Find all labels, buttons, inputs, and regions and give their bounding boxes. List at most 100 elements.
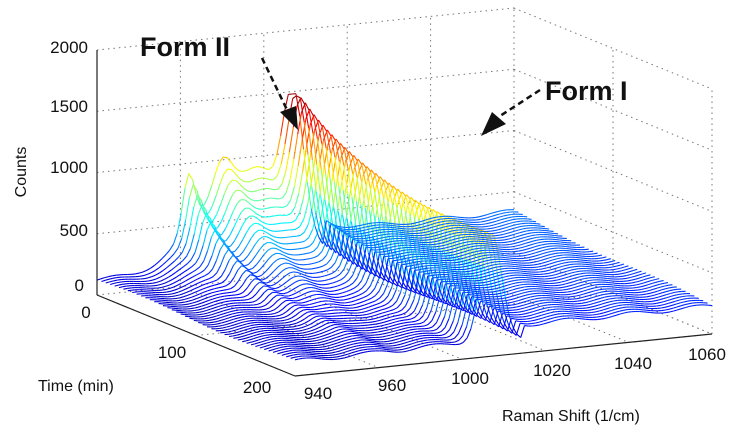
surface-segment: [655, 280, 660, 283]
surface-segment: [240, 313, 245, 316]
surface-segment: [340, 143, 345, 150]
surface-segment: [202, 307, 207, 310]
surface-segment: [207, 311, 212, 314]
surface-segment: [640, 285, 645, 288]
surface-segment: [539, 299, 543, 302]
surface-segment: [249, 223, 255, 228]
surface-segment: [306, 257, 311, 260]
surface-segment: [230, 307, 235, 310]
surface-segment: [428, 296, 433, 300]
surface-segment: [304, 320, 310, 324]
surface-segment: [405, 262, 410, 265]
surface-segment: [513, 291, 518, 294]
surface-segment: [105, 278, 110, 281]
surface-segment: [664, 305, 669, 308]
surface-segment: [301, 247, 306, 249]
surface-segment: [546, 245, 551, 248]
surface-segment: [345, 285, 350, 288]
surface-segment: [586, 306, 591, 309]
surface-segment: [536, 223, 541, 225]
surface-segment: [182, 255, 188, 261]
surface-segment: [508, 240, 513, 243]
surface-segment: [300, 231, 305, 236]
surface-segment: [517, 225, 522, 228]
surface-segment: [418, 204, 424, 222]
surface-segment: [380, 304, 385, 308]
surface-segment: [273, 175, 278, 181]
surface-segment: [343, 231, 348, 234]
surface-segment: [180, 301, 185, 304]
surface-segment: [457, 307, 463, 323]
surface-segment: [448, 251, 453, 254]
surface-segment: [396, 323, 401, 326]
surface-segment: [211, 310, 216, 313]
surface-segment: [348, 338, 353, 341]
surface-segment: [250, 322, 255, 324]
surface-segment: [249, 166, 255, 170]
surface-segment: [237, 225, 243, 235]
surface-segment: [108, 275, 113, 278]
surface-segment: [430, 254, 435, 257]
surface-segment: [648, 285, 653, 289]
surface-segment: [433, 234, 438, 237]
surface-segment: [431, 311, 437, 321]
surface-segment: [230, 326, 236, 330]
surface-segment: [300, 318, 305, 322]
surface-segment: [317, 304, 322, 307]
surface-segment: [392, 327, 398, 330]
surface-segment: [596, 313, 600, 316]
surface-segment: [538, 247, 543, 250]
surface-segment: [272, 294, 278, 299]
surface-segment: [450, 337, 455, 341]
surface-segment: [537, 244, 542, 247]
surface-segment: [533, 263, 538, 266]
surface-segment: [490, 321, 495, 326]
surface-segment: [242, 180, 247, 183]
surface-segment: [348, 274, 354, 281]
surface-segment: [317, 325, 323, 329]
surface-segment: [252, 334, 258, 337]
surface-segment: [462, 294, 468, 311]
surface-segment: [309, 281, 315, 284]
surface-segment: [519, 252, 524, 255]
surface-segment: [518, 228, 523, 231]
surface-segment: [542, 270, 548, 273]
surface-segment: [213, 227, 218, 230]
surface-segment: [173, 284, 178, 288]
surface-segment: [328, 224, 334, 241]
surface-segment: [366, 246, 371, 249]
surface-segment: [370, 230, 375, 233]
surface-segment: [417, 265, 422, 268]
surface-segment: [344, 356, 349, 359]
surface-segment: [283, 345, 288, 348]
surface-segment: [330, 262, 336, 268]
surface-segment: [379, 234, 384, 237]
surface-segment: [571, 289, 576, 292]
surface-segment: [235, 255, 240, 258]
surface-segment: [403, 257, 408, 260]
surface-segment: [382, 250, 387, 253]
surface-segment: [221, 301, 226, 304]
surface-segment: [477, 255, 482, 258]
surface-segment: [487, 286, 492, 288]
surface-segment: [362, 344, 367, 346]
surface-segment: [154, 267, 160, 272]
surface-segment: [258, 278, 263, 283]
surface-segment: [383, 338, 388, 340]
surface-segment: [304, 104, 310, 128]
surface-segment: [308, 317, 313, 322]
surface-segment: [276, 264, 282, 269]
surface-segment: [277, 278, 283, 283]
surface-segment: [468, 251, 474, 254]
surface-segment: [407, 318, 412, 321]
surface-segment: [188, 271, 193, 275]
surface-segment: [372, 342, 377, 344]
surface-segment: [253, 215, 258, 219]
surface-segment: [438, 239, 443, 242]
surface-segment: [688, 302, 693, 305]
surface-segment: [465, 255, 470, 259]
surface-segment: [212, 297, 217, 300]
surface-segment: [252, 205, 257, 209]
surface-segment: [383, 295, 389, 301]
surface-segment: [675, 299, 680, 302]
